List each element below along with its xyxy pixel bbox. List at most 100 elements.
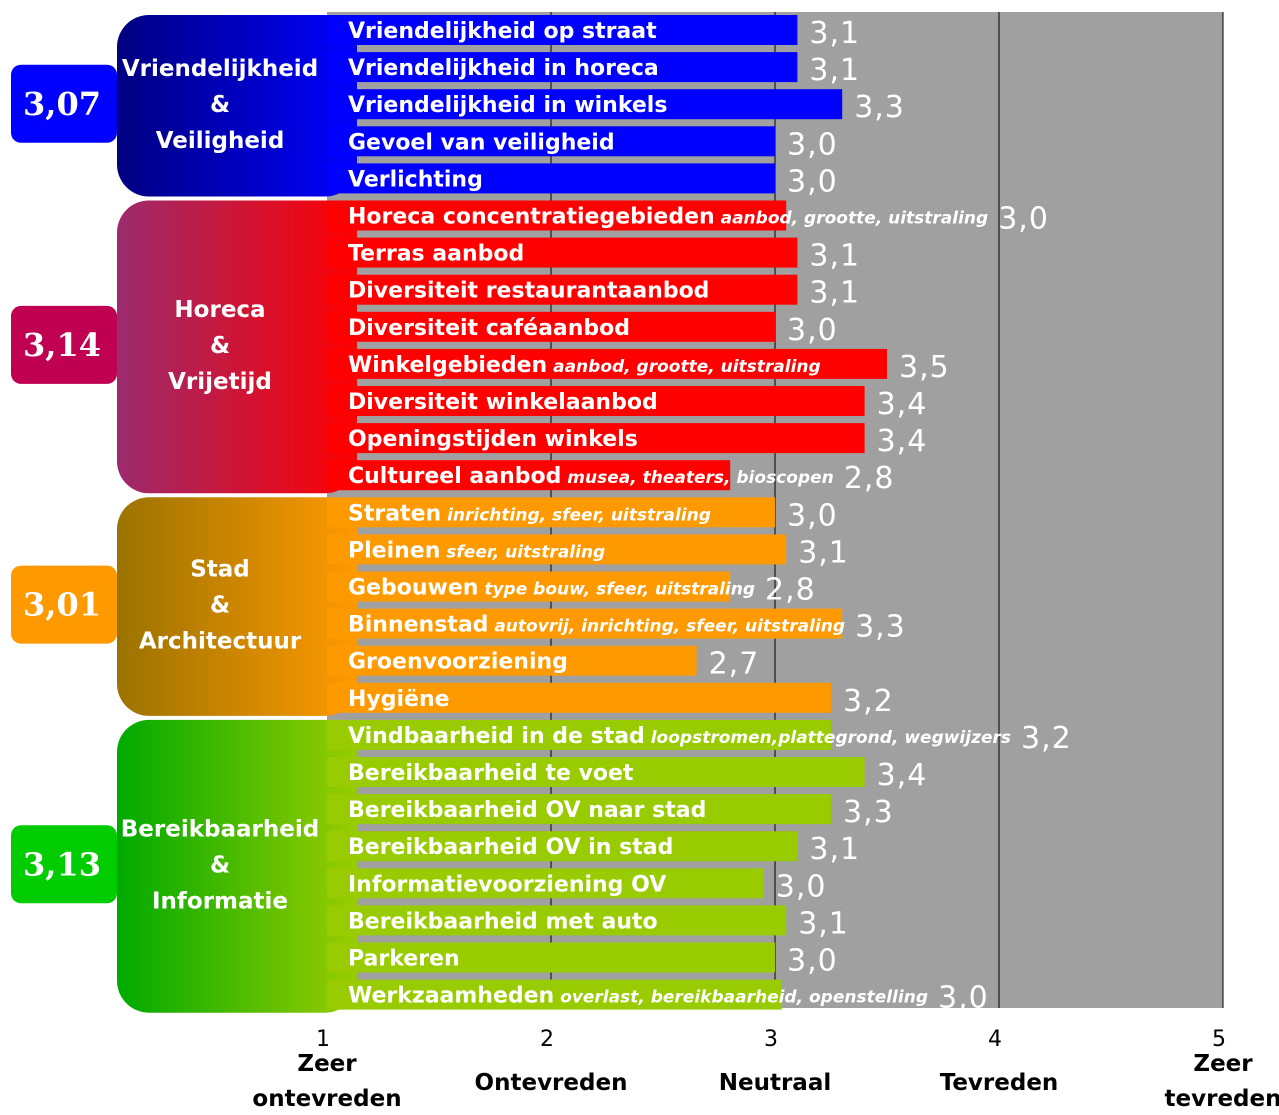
bar-label: Pleinen sfeer, uitstraling <box>348 538 605 563</box>
bar-label: Terras aanbod <box>348 242 524 267</box>
bar-label: Informatievoorziening OV <box>348 872 666 897</box>
bar-label: Openingstijden winkels <box>348 427 638 452</box>
bar-label-main: Informatievoorziening OV <box>348 872 666 897</box>
bar-label-sub: aanbod, grootte, uitstraling <box>547 357 821 377</box>
category-score: 3,13 <box>23 845 101 883</box>
bar-label: Binnenstad autovrij, inrichting, sfeer, … <box>348 613 845 638</box>
bar <box>327 571 731 602</box>
bar-label: Straten inrichting, sfeer, uitstraling <box>348 501 711 526</box>
bar-row: Gebouwen type bouw, sfeer, uitstraling 2,… <box>327 571 816 608</box>
bar-row: Bereikbaarheid OV naar stad 3,3 <box>327 794 893 830</box>
bar <box>327 237 798 268</box>
category-label: Vrijetijd <box>168 369 272 395</box>
x-tick-label: 5 <box>1212 1027 1226 1052</box>
bar <box>327 645 697 676</box>
bar-value: 3,1 <box>809 53 860 88</box>
bar-value: 3,4 <box>877 424 928 459</box>
bar-label-main: Gevoel van veiligheid <box>348 130 615 155</box>
bar <box>327 719 831 750</box>
bar-value: 3,0 <box>787 498 838 533</box>
bar-label-main: Bereikbaarheid OV in stad <box>348 835 673 860</box>
bar-value: 3,2 <box>1021 721 1072 756</box>
category-panel: Vriendelijkheid & Veiligheid <box>117 15 357 197</box>
bar-row: Vindbaarheid in de stad loopstromen,plat… <box>327 719 1072 756</box>
category-label: Bereikbaarheid <box>121 816 319 842</box>
x-tick-word: Tevreden <box>940 1070 1059 1096</box>
bar-value: 3,1 <box>809 239 860 274</box>
bar-label-main: Pleinen <box>348 538 440 563</box>
bar-row: Cultureel aanbod musea, theaters, biosco… <box>327 460 893 496</box>
bar-label-main: Straten <box>348 501 441 526</box>
bar <box>327 979 782 1010</box>
bar-label-main: Vindbaarheid in de stad <box>348 724 645 749</box>
bar <box>327 386 865 416</box>
x-tick-word: Zeer <box>297 1051 357 1077</box>
bar-label-main: Openingstijden winkels <box>348 427 638 452</box>
bar <box>327 757 865 787</box>
bar-value: 3,0 <box>998 202 1049 237</box>
bar-label: Bereikbaarheid OV in stad <box>348 835 673 860</box>
bar <box>327 348 887 379</box>
bar-label: Cultureel aanbod musea, theaters, biosco… <box>348 464 834 489</box>
category-label: Vriendelijkheid <box>122 56 318 82</box>
bar <box>327 942 775 973</box>
bar-label: Bereikbaarheid OV naar stad <box>348 798 706 823</box>
bar <box>327 497 775 528</box>
bar-label-main: Vriendelijkheid in horeca <box>348 56 659 81</box>
category-label: & <box>210 92 230 118</box>
bar <box>327 831 798 862</box>
bar-value: 3,5 <box>899 350 950 385</box>
bar-label-main: Groenvoorziening <box>348 650 568 675</box>
bar <box>327 534 787 565</box>
bar-value: 3,0 <box>787 127 838 162</box>
bar-value: 3,0 <box>787 944 838 979</box>
bar-label: Hygiëne <box>348 687 450 712</box>
category-panel: Stad & Architectuur <box>117 497 357 716</box>
bar-label-sub: loopstromen,plattegrond, wegwijzers <box>645 728 1011 748</box>
category-label: & <box>210 333 230 359</box>
bar-label: Winkelgebieden aanbod, grootte, uitstral… <box>348 353 821 378</box>
bar-label: Diversiteit winkelaanbod <box>348 390 658 415</box>
bar-label: Parkeren <box>348 947 460 972</box>
x-tick-word: Zeer <box>1193 1051 1253 1077</box>
bar-label: Groenvoorziening <box>348 650 568 675</box>
bar-value: 2,8 <box>765 573 816 608</box>
bar-value: 3,1 <box>798 535 849 570</box>
bar-label: Werkzaamheden overlast, bereikbaarheid, … <box>348 984 928 1009</box>
bar-value: 3,3 <box>855 610 906 645</box>
bar-label-sub: type bouw, sfeer, uitstraling <box>478 580 755 600</box>
bar-label: Diversiteit caféaanbod <box>348 316 630 341</box>
bar-label-sub: overlast, bereikbaarheid, openstelling <box>554 988 928 1008</box>
bar-row: Hygiëne 3,2 <box>327 682 894 719</box>
bar-row: Vriendelijkheid in horeca 3,1 <box>327 52 860 88</box>
bar-value: 3,0 <box>787 164 838 199</box>
category-panel-shape <box>117 15 357 197</box>
bar-label: Horeca concentratiegebieden aanbod, groo… <box>348 205 988 230</box>
bar-row: Parkeren 3,0 <box>327 942 838 979</box>
category-score-box <box>11 825 117 904</box>
bar-value: 3,2 <box>843 684 894 719</box>
x-tick-label: 3 <box>764 1027 778 1052</box>
category-score-badge: 3,01 <box>11 565 117 644</box>
bar-label: Bereikbaarheid met auto <box>348 909 658 934</box>
bar-label-main: Vriendelijkheid in winkels <box>348 93 667 118</box>
bar-row: Winkelgebieden aanbod, grootte, uitstral… <box>327 348 950 385</box>
bar-label-main: Diversiteit caféaanbod <box>348 316 630 341</box>
category-label: & <box>210 593 230 619</box>
bar-label-sub: musea, theaters, bioscopen <box>561 468 833 488</box>
bar <box>327 200 787 231</box>
bar <box>327 274 798 305</box>
bar-label-main: Bereikbaarheid OV naar stad <box>348 798 706 823</box>
bar-label-main: Werkzaamheden <box>348 984 554 1009</box>
bar-label-sub: inrichting, sfeer, uitstraling <box>441 505 711 525</box>
bar-value: 3,1 <box>809 276 860 311</box>
bar-label: Bereikbaarheid te voet <box>348 761 634 786</box>
x-tick-word: Neutraal <box>719 1070 831 1096</box>
bar <box>327 311 775 342</box>
bar-row: Verlichting 3,0 <box>327 163 838 199</box>
bar <box>327 89 843 120</box>
bar-value: 3,0 <box>776 869 827 904</box>
category-panel: Bereikbaarheid & Informatie <box>117 719 357 1013</box>
bar-label-main: Vriendelijkheid op straat <box>348 19 657 44</box>
